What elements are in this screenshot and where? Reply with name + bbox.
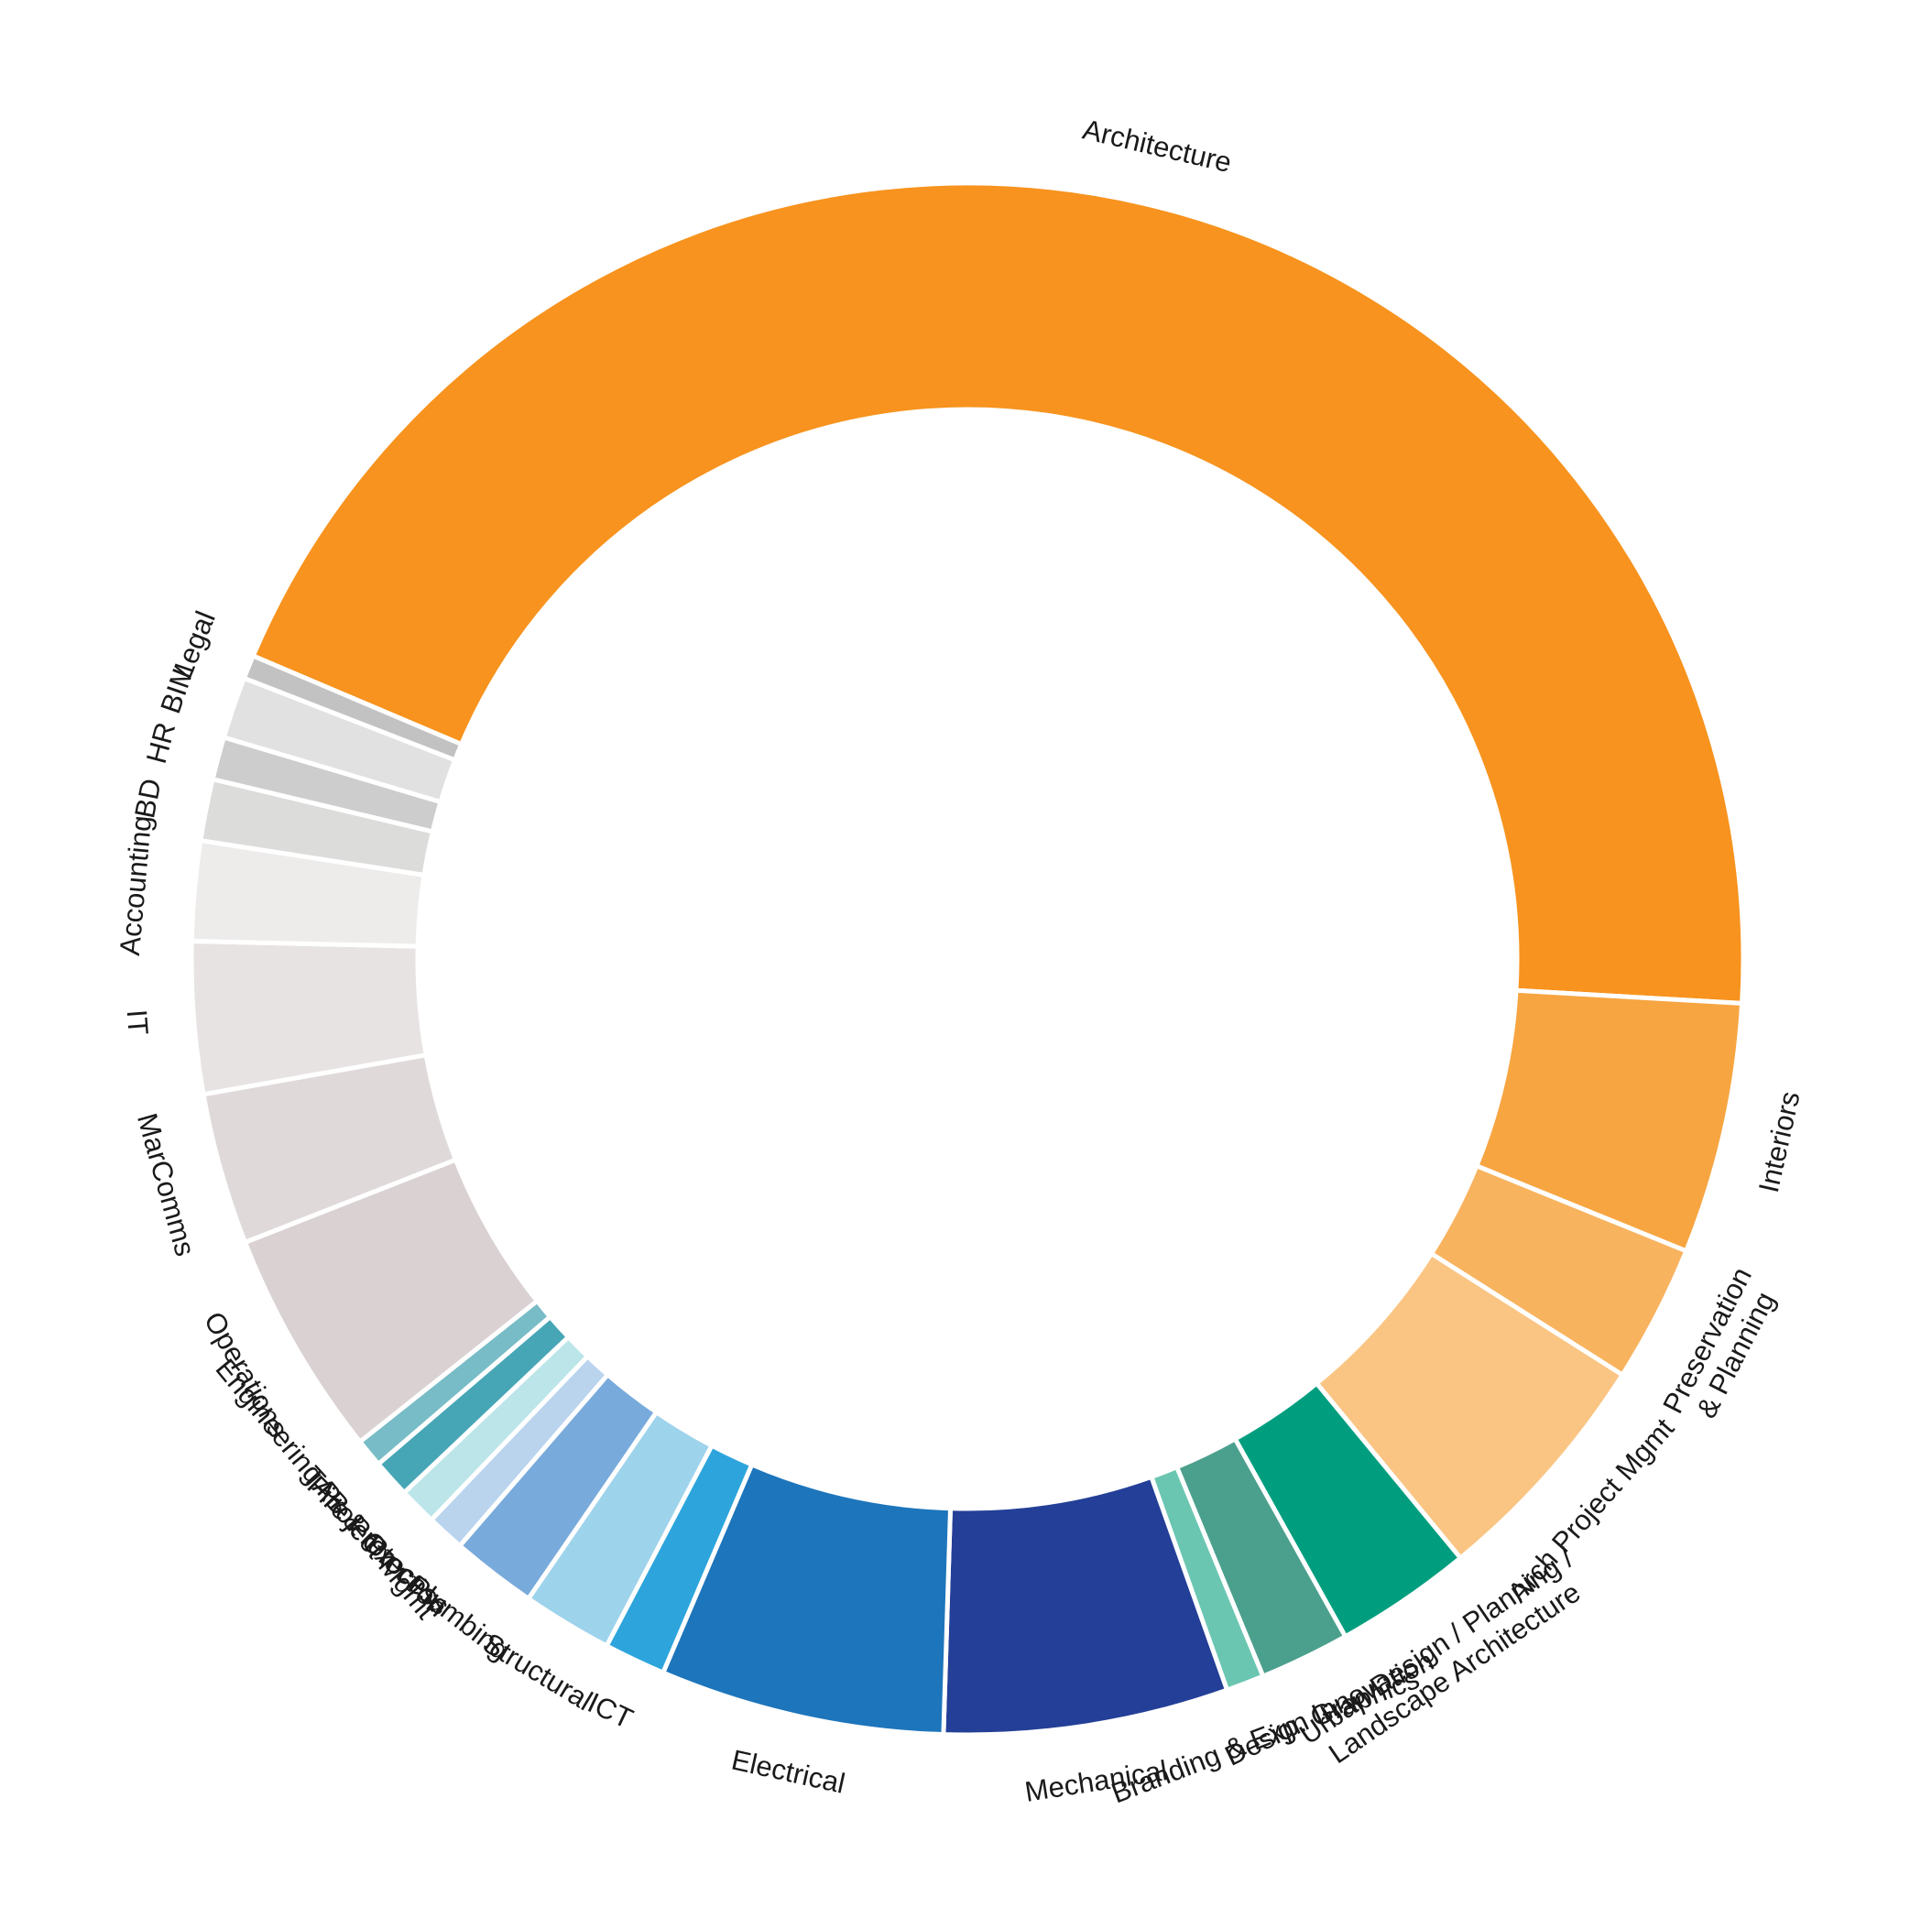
label-marcomms: MarComms: [131, 1110, 202, 1260]
label-legal: Legal: [166, 606, 222, 682]
label-architecture: Architecture: [1080, 113, 1235, 179]
label-it: IT: [121, 1008, 155, 1036]
label-preservation-and-planning: Preservation& Planning: [1656, 1262, 1786, 1433]
label-hr: HR: [140, 719, 181, 767]
slices-group: [189, 180, 1746, 1738]
slice-legal: [241, 652, 464, 764]
label-bd: BD: [128, 776, 168, 821]
label-accounting: Accounting: [114, 814, 158, 957]
label-electrical: Electrical: [728, 1744, 847, 1800]
label-interiors: Interiors: [1752, 1088, 1806, 1195]
label-mechanical: Mechanical: [1022, 1754, 1169, 1808]
slice-architecture: [250, 180, 1746, 1007]
